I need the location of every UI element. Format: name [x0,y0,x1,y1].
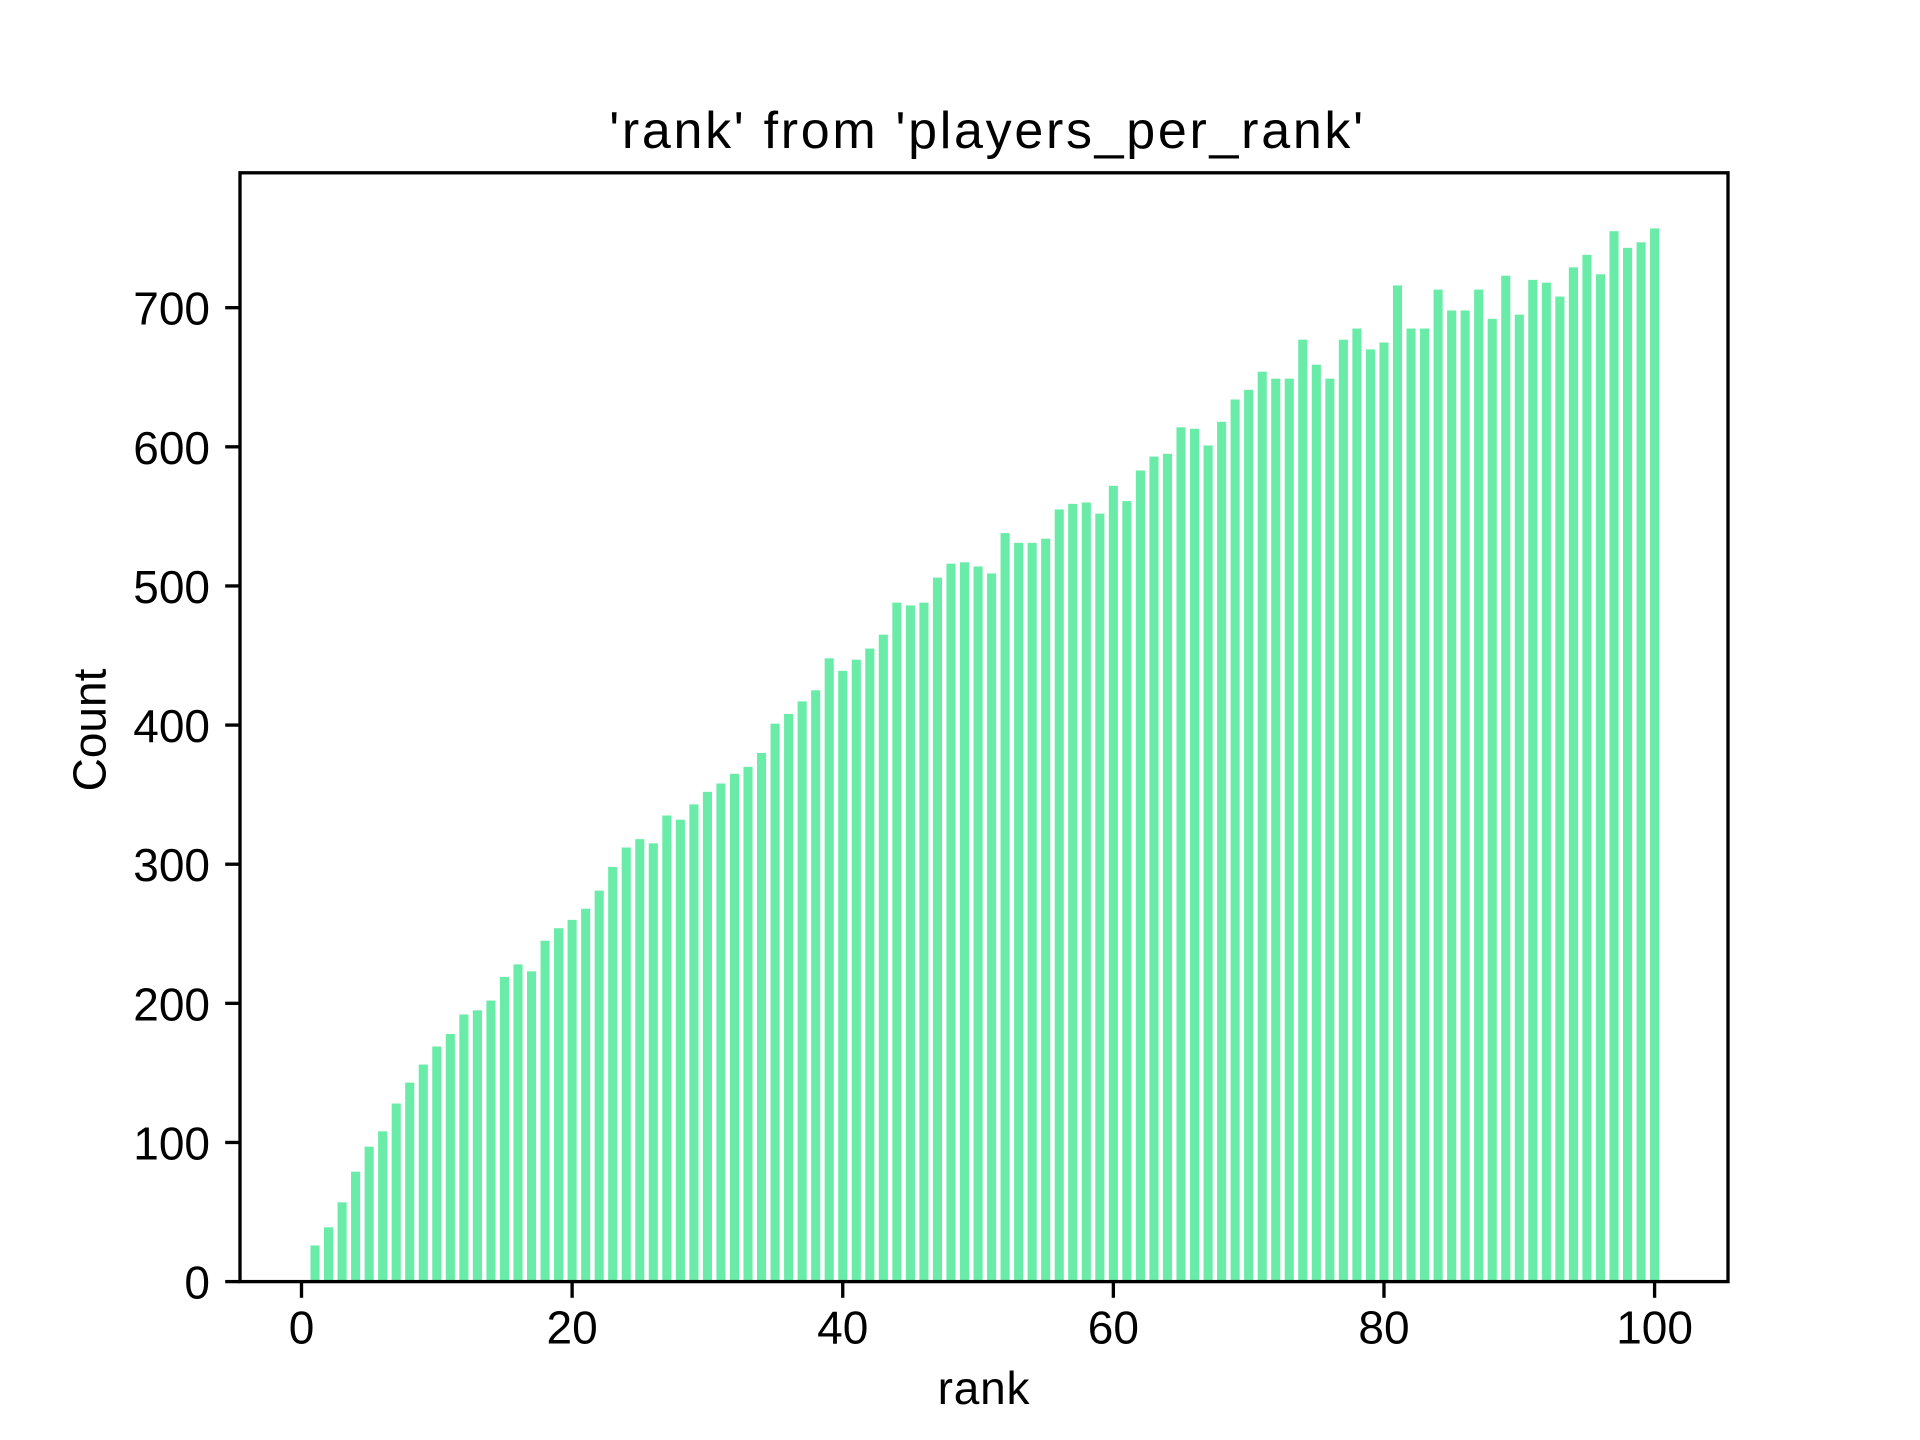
svg-text:100: 100 [1616,1302,1693,1354]
svg-text:500: 500 [133,561,210,613]
svg-text:'rank' from 'players_per_rank': 'rank' from 'players_per_rank' [609,102,1366,160]
svg-text:0: 0 [184,1257,210,1309]
svg-text:200: 200 [133,978,210,1030]
svg-text:60: 60 [1088,1302,1139,1354]
svg-text:100: 100 [133,1117,210,1169]
svg-text:700: 700 [133,283,210,335]
svg-text:300: 300 [133,839,210,891]
svg-text:400: 400 [133,700,210,752]
svg-text:rank: rank [938,1362,1031,1414]
svg-text:80: 80 [1358,1302,1409,1354]
svg-text:40: 40 [817,1302,868,1354]
svg-text:Count: Count [64,668,116,791]
svg-text:600: 600 [133,422,210,474]
svg-text:20: 20 [547,1302,598,1354]
svg-text:0: 0 [289,1302,315,1354]
